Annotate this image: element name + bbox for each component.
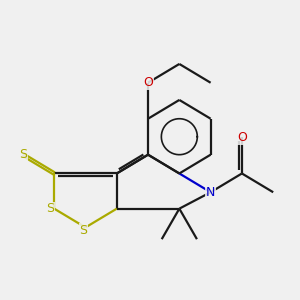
Text: S: S — [46, 202, 54, 215]
Text: N: N — [206, 186, 215, 199]
Text: S: S — [80, 224, 88, 237]
Text: O: O — [237, 131, 247, 144]
Text: S: S — [19, 148, 27, 161]
Text: O: O — [143, 76, 153, 89]
